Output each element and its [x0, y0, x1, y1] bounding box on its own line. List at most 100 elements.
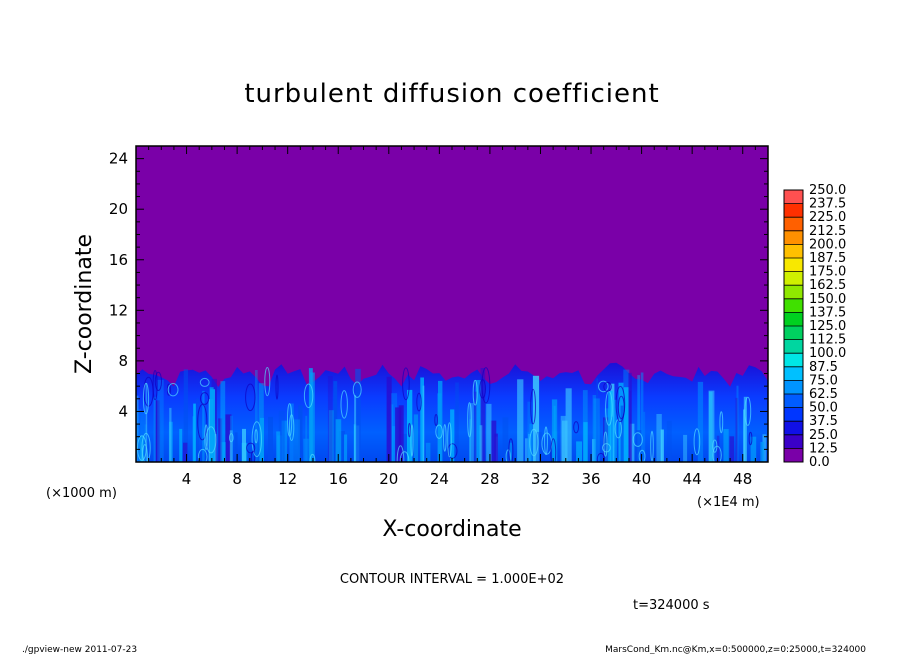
- turbulent-plume: [153, 396, 156, 462]
- turbulent-plume: [145, 383, 148, 462]
- x-axis: 4 8 12 16 20 24 28 32 36 40 44 48: [148, 146, 756, 488]
- eddy-streak: [719, 411, 724, 434]
- turbulent-plume: [413, 414, 418, 462]
- turbulent-plume: [391, 393, 398, 462]
- turbulent-plume: [469, 419, 472, 462]
- turbulent-plume: [422, 385, 425, 462]
- turbulent-plume: [576, 441, 582, 462]
- turbulent-plume: [438, 380, 443, 462]
- colorbar-swatch: [784, 448, 803, 462]
- eddy-streak: [744, 396, 752, 426]
- colorbar-label: 75.0: [809, 373, 838, 388]
- colorbar-label: 212.5: [809, 224, 846, 239]
- y-tick-label: 4: [118, 402, 128, 420]
- eddy-streak: [505, 449, 511, 462]
- eddy-streak: [275, 374, 279, 400]
- turbulent-plume: [183, 369, 188, 462]
- turbulent-plume: [455, 382, 459, 462]
- x-tick-label: 48: [733, 470, 752, 488]
- eddy-streak: [200, 392, 210, 405]
- eddy-streak: [245, 383, 256, 412]
- turbulent-plume: [255, 370, 258, 462]
- contour-interval-text: CONTOUR INTERVAL = 1.000E+02: [340, 572, 564, 587]
- turbulent-plume: [303, 438, 309, 462]
- turbulent-plume: [643, 411, 646, 462]
- turbulent-plume: [527, 432, 530, 462]
- eddy-streak: [596, 452, 605, 462]
- turbulent-plume: [157, 379, 164, 462]
- turbulent-plume: [183, 442, 188, 462]
- colorbar-swatch: [784, 326, 803, 340]
- colorbar-label: 0.0: [809, 455, 830, 470]
- y-axis-title: Z-coordinate: [72, 234, 97, 374]
- eddy-streak: [309, 453, 316, 462]
- turbulent-plume: [218, 418, 223, 462]
- colorbar-label: 237.5: [809, 197, 846, 212]
- eddy-streak: [530, 388, 536, 425]
- x-tick-label: 16: [329, 470, 348, 488]
- turbulent-plume: [611, 416, 613, 462]
- colorbar-label: 162.5: [809, 278, 846, 293]
- colorbar-swatch: [784, 380, 803, 394]
- colorbar-label: 87.5: [809, 360, 838, 375]
- turbulent-plume: [229, 430, 233, 462]
- turbulent-plume: [281, 420, 288, 462]
- turbulent-plume: [735, 397, 738, 462]
- x-tick-label: 28: [480, 470, 499, 488]
- turbulent-plume: [278, 410, 285, 462]
- y-tick-label: 16: [109, 251, 128, 269]
- turbulent-plume: [234, 432, 238, 462]
- eddy-streak: [399, 451, 410, 462]
- colorbar-label: 125.0: [809, 319, 846, 334]
- turbulent-plume: [628, 372, 632, 462]
- turbulent-plume: [136, 408, 142, 462]
- eddy-streak: [142, 382, 150, 415]
- x-tick-label: 8: [232, 470, 242, 488]
- x-axis-title: X-coordinate: [382, 517, 521, 542]
- eddy-streak: [141, 444, 148, 462]
- eddy-streak: [205, 426, 217, 454]
- turbulent-plume: [276, 431, 281, 462]
- eddy-streak: [472, 379, 478, 406]
- turbulent-plume: [697, 381, 704, 462]
- turbulent-plume: [486, 403, 492, 462]
- eddy-streak: [602, 443, 611, 453]
- turbulent-plume: [723, 429, 729, 462]
- turbulent-plume: [293, 419, 300, 462]
- x-tick-label: 36: [581, 470, 600, 488]
- eddy-streak: [416, 392, 422, 412]
- eddy-streak: [154, 371, 162, 391]
- turbulent-plume: [209, 387, 214, 462]
- turbulent-plume: [750, 436, 757, 462]
- turbulent-plume: [354, 395, 357, 462]
- colorbar-swatch: [784, 258, 803, 272]
- x-tick-label: 4: [182, 470, 192, 488]
- eddy-streak: [410, 424, 414, 457]
- eddy-streak: [340, 390, 348, 419]
- footer-right: MarsCond_Km.nc@Km,x=0:500000,z=0:25000,t…: [605, 645, 866, 654]
- colorbar-label: 200.0: [809, 237, 846, 252]
- colorbar-swatch: [784, 312, 803, 326]
- chart-title: turbulent diffusion coefficient: [244, 79, 659, 109]
- turbulent-plume: [525, 438, 530, 462]
- colorbar-swatch: [784, 407, 803, 422]
- turbulent-plume: [338, 431, 345, 462]
- colorbar-swatch: [784, 217, 803, 231]
- turbulent-plume: [529, 423, 534, 462]
- x-tick-label: 44: [683, 470, 702, 488]
- turbulent-plume: [532, 375, 540, 462]
- eddy-streak: [197, 404, 208, 441]
- turbulent-plume: [193, 403, 196, 462]
- turbulent-plume: [402, 433, 409, 462]
- turbulent-plume: [583, 422, 588, 462]
- colorbar-swatch: [784, 434, 803, 449]
- eddy-streak: [650, 430, 654, 462]
- turbulent-plume: [179, 428, 183, 462]
- turbulent-plume: [169, 407, 172, 462]
- eddy-streak: [288, 414, 295, 442]
- turbulent-plume: [420, 377, 424, 462]
- x-tick-label: 32: [531, 470, 550, 488]
- y-multiplier-label: (×1000 m): [46, 486, 117, 501]
- colorbar-label: 137.5: [809, 305, 846, 320]
- turbulent-plume: [154, 400, 160, 462]
